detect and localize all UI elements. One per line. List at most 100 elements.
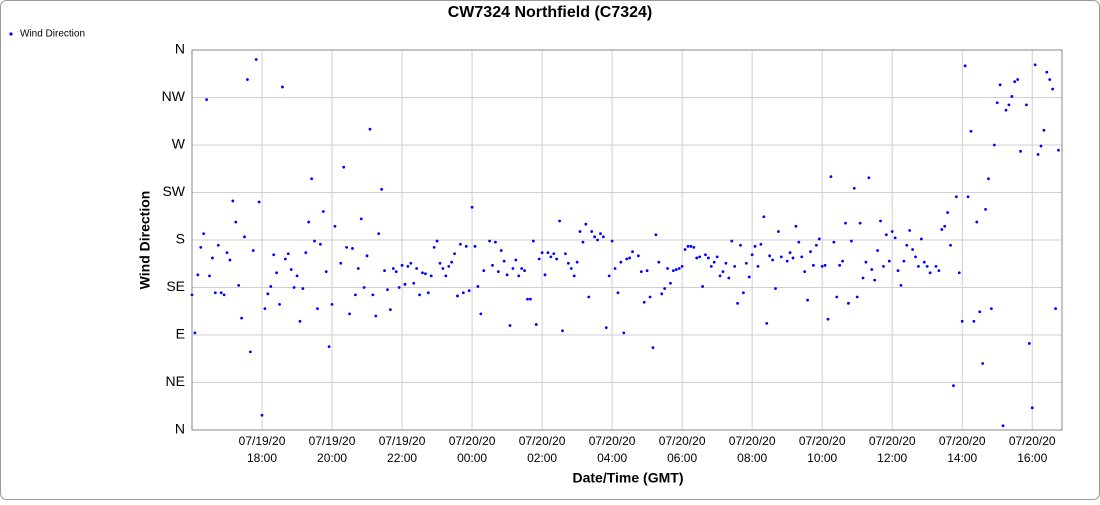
point <box>371 293 375 297</box>
point <box>774 287 777 290</box>
point <box>701 285 704 288</box>
point <box>744 261 748 265</box>
point <box>756 264 760 268</box>
point <box>587 295 591 299</box>
point <box>359 217 363 221</box>
point <box>715 255 719 259</box>
point <box>374 314 378 318</box>
point <box>884 233 888 237</box>
point <box>476 285 480 288</box>
point <box>391 267 395 270</box>
point <box>289 268 293 271</box>
point <box>616 291 620 295</box>
point <box>464 244 468 248</box>
legend-label: Wind Direction <box>20 29 85 40</box>
point <box>316 307 319 311</box>
point <box>739 243 742 247</box>
point <box>470 205 474 209</box>
point <box>1027 342 1031 345</box>
point <box>987 177 990 181</box>
x-tick-label: 07/20/20 10:00 <box>799 434 846 465</box>
point <box>190 293 194 297</box>
point <box>639 270 643 274</box>
point <box>251 249 255 252</box>
point <box>812 263 815 267</box>
point <box>794 224 798 228</box>
point <box>572 274 576 278</box>
point <box>636 254 640 258</box>
point <box>415 267 419 270</box>
point <box>902 259 906 263</box>
point <box>479 312 483 316</box>
point <box>736 301 739 305</box>
point <box>196 273 200 277</box>
point <box>514 258 518 262</box>
point <box>1025 103 1028 107</box>
point <box>546 251 550 255</box>
point <box>890 230 894 233</box>
point <box>631 250 634 254</box>
point <box>747 275 751 279</box>
point <box>666 267 669 270</box>
x-axis-title: Date/Time (GMT) <box>573 470 684 486</box>
point <box>569 267 573 270</box>
point <box>441 267 445 270</box>
point <box>1042 128 1046 132</box>
point <box>995 101 999 105</box>
point <box>386 288 389 292</box>
point <box>418 293 421 297</box>
point <box>855 295 859 299</box>
point <box>879 219 882 223</box>
point <box>246 78 249 81</box>
point <box>893 236 897 240</box>
point <box>216 243 220 247</box>
point <box>494 240 497 244</box>
point <box>257 200 261 204</box>
point <box>426 291 430 295</box>
point <box>718 274 722 278</box>
point <box>566 261 570 265</box>
point <box>394 270 398 274</box>
x-tick-label: 07/20/20 02:00 <box>519 434 566 465</box>
point <box>800 255 804 259</box>
point <box>777 230 780 233</box>
point <box>222 293 226 297</box>
point <box>841 259 845 263</box>
point <box>377 232 381 236</box>
point <box>1036 153 1040 156</box>
x-tick-label: 07/20/20 14:00 <box>939 434 986 465</box>
point <box>304 251 308 255</box>
point <box>765 321 769 325</box>
point <box>788 251 792 255</box>
point <box>742 291 745 295</box>
point <box>724 261 728 265</box>
point <box>307 220 311 224</box>
x-tick-label: 07/20/20 06:00 <box>659 434 706 465</box>
point <box>849 239 853 243</box>
point <box>444 274 448 278</box>
point <box>852 186 856 190</box>
point <box>645 269 649 273</box>
point <box>523 269 526 273</box>
point <box>231 199 235 203</box>
point <box>899 283 903 287</box>
point <box>321 210 325 213</box>
point <box>876 249 880 252</box>
point <box>424 272 427 276</box>
point <box>870 268 874 271</box>
point <box>429 274 433 278</box>
point <box>858 221 862 225</box>
point <box>365 254 369 258</box>
point <box>211 256 214 260</box>
point <box>397 286 401 289</box>
point <box>922 260 926 264</box>
point <box>998 83 1002 87</box>
point <box>549 255 553 259</box>
point <box>590 230 594 233</box>
point <box>380 187 384 191</box>
point <box>438 261 442 265</box>
point <box>368 127 372 131</box>
point <box>237 283 241 287</box>
point <box>826 317 830 321</box>
